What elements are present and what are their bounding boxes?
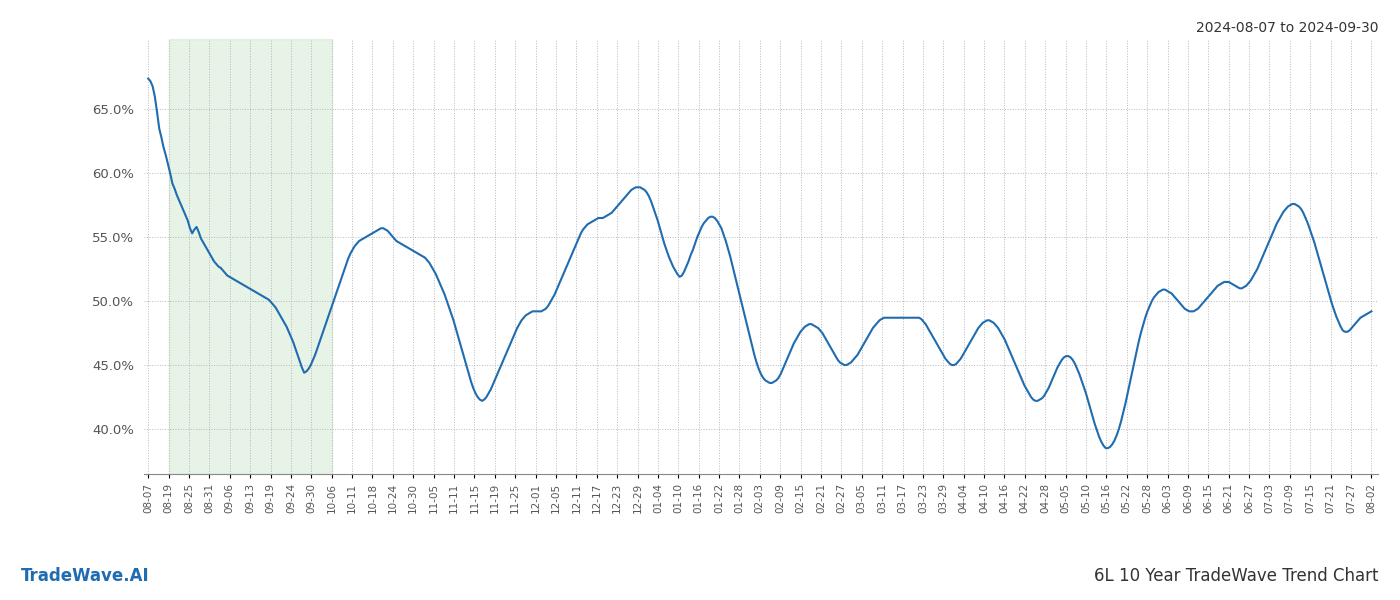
Text: 2024-08-07 to 2024-09-30: 2024-08-07 to 2024-09-30 bbox=[1197, 21, 1379, 35]
Text: 6L 10 Year TradeWave Trend Chart: 6L 10 Year TradeWave Trend Chart bbox=[1095, 567, 1379, 585]
Text: TradeWave.AI: TradeWave.AI bbox=[21, 567, 150, 585]
Bar bbox=[168, 39, 332, 474]
